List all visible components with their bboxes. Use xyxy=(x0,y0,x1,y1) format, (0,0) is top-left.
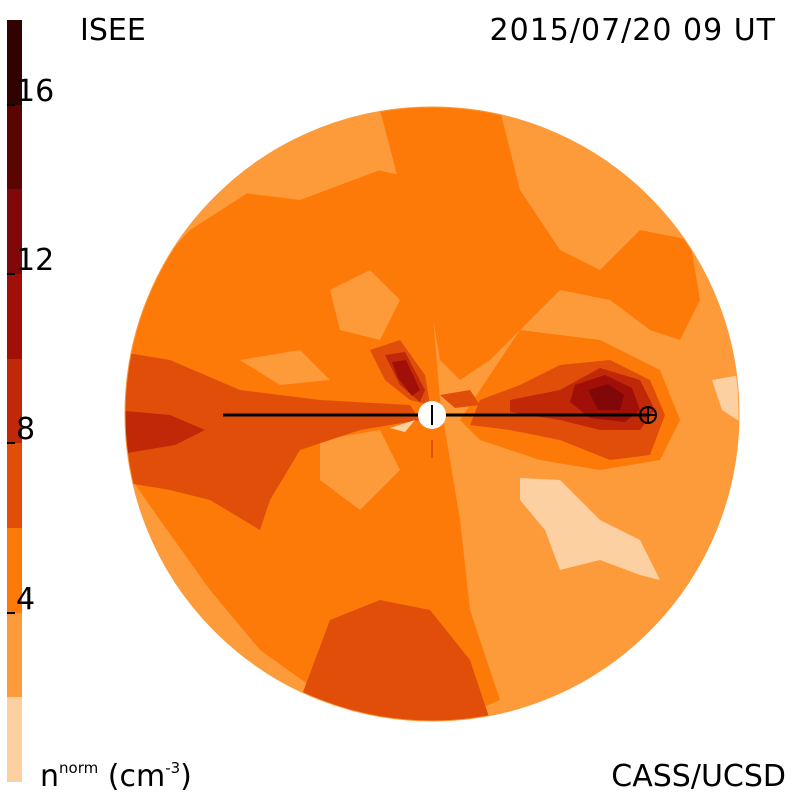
contour-level-2-4 xyxy=(320,430,400,510)
contour-level-6-8 xyxy=(125,350,420,530)
contour-level-2-4 xyxy=(240,350,330,385)
colorbar-tick-mark xyxy=(7,103,15,106)
contour-level-0-2 xyxy=(712,375,739,425)
colorbar-segment xyxy=(7,189,22,274)
colorbar-tick-mark xyxy=(7,611,15,614)
contour-level-2-4 xyxy=(330,270,400,340)
contour-level-10-12 xyxy=(392,360,420,396)
colorbar-tick-label: 4 xyxy=(16,581,36,617)
colorbar-segment xyxy=(7,358,22,444)
contour-level-12-14 xyxy=(588,384,624,410)
contour-level-8-10 xyxy=(125,410,205,455)
timestamp: 2015/07/20 09 UT xyxy=(489,13,776,48)
unit-exponent: -3 xyxy=(165,759,181,777)
quantity-symbol: n xyxy=(40,759,60,794)
colorbar-segment xyxy=(7,528,22,613)
earth-icon xyxy=(639,406,657,424)
colorbar-tick-label: 12 xyxy=(16,243,55,278)
contour-level-0-2 xyxy=(390,420,415,432)
unit-label: nnorm (cm-3) xyxy=(40,759,192,794)
density-contours xyxy=(125,107,739,721)
quantity-superscript: norm xyxy=(59,759,99,777)
unit-suffix: ) xyxy=(180,759,192,794)
colorbar-tick-mark xyxy=(7,442,15,445)
colorbar-tick-mark xyxy=(7,273,15,275)
contour-level-6-8 xyxy=(300,600,490,721)
colorbar-tick-label: 16 xyxy=(16,73,55,109)
colorbar-segment xyxy=(7,612,22,698)
unit-prefix: (cm xyxy=(107,759,166,794)
colorbar-segment xyxy=(7,104,22,190)
colorbar-tick-label: 8 xyxy=(16,412,36,448)
disc-outline xyxy=(124,106,740,722)
contour-level-6-8 xyxy=(440,390,480,408)
colorbar-segment xyxy=(7,443,22,528)
contour-level-4-6 xyxy=(380,107,700,380)
credit-label: CASS/UCSD xyxy=(611,759,786,794)
colorbar-segment xyxy=(7,20,22,105)
colorbar-segment xyxy=(7,274,22,359)
contour-level-0-2 xyxy=(520,478,660,580)
instrument-title: ISEE xyxy=(80,13,146,48)
colorbar-segment xyxy=(7,697,22,782)
